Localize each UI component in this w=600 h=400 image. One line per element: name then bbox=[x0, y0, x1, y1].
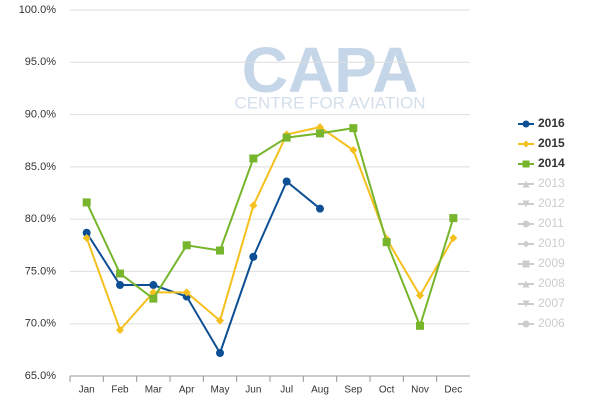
x-tick-label: Nov bbox=[411, 385, 429, 396]
legend-label: 2011 bbox=[538, 216, 564, 230]
point bbox=[316, 129, 324, 138]
y-tick-label: 80.0% bbox=[25, 213, 56, 225]
x-tick-label: May bbox=[211, 385, 230, 396]
point bbox=[316, 204, 324, 213]
point bbox=[82, 233, 91, 242]
legend-label: 2006 bbox=[538, 316, 565, 330]
point bbox=[82, 228, 91, 237]
point bbox=[116, 325, 124, 334]
legend-label: 2010 bbox=[538, 236, 565, 250]
x-tick-label: Oct bbox=[379, 385, 395, 396]
point bbox=[316, 123, 324, 132]
point bbox=[349, 146, 358, 155]
x-tick-label: Aug bbox=[311, 385, 329, 396]
point bbox=[449, 233, 458, 242]
x-tick-label: Jan bbox=[79, 385, 95, 396]
x-tick-label: Apr bbox=[179, 385, 195, 396]
legend-label: 2007 bbox=[538, 296, 565, 310]
point bbox=[182, 241, 191, 250]
legend-marker bbox=[522, 320, 530, 328]
legend-marker bbox=[522, 220, 530, 228]
y-tick-label: 95.0% bbox=[25, 56, 56, 68]
watermark-title: CAPA bbox=[242, 34, 419, 106]
point bbox=[249, 252, 258, 261]
series-line bbox=[85, 127, 455, 329]
watermark-subtitle: CENTRE FOR AVIATION bbox=[234, 93, 425, 112]
legend-label: 2009 bbox=[538, 256, 565, 270]
y-tick-label: 70.0% bbox=[25, 318, 56, 330]
point bbox=[149, 294, 158, 303]
point bbox=[249, 154, 258, 163]
legend-marker bbox=[522, 180, 530, 188]
x-tick-label: Sep bbox=[344, 385, 362, 396]
y-tick-label: 85.0% bbox=[25, 161, 56, 173]
point bbox=[82, 198, 91, 207]
legend-marker bbox=[522, 240, 530, 248]
series-line bbox=[85, 179, 321, 356]
x-tick-label: Feb bbox=[111, 385, 129, 396]
point bbox=[216, 316, 224, 325]
x-tick-label: Jul bbox=[280, 385, 293, 396]
legend-label: 2012 bbox=[538, 196, 565, 210]
y-tick-label: 100.0% bbox=[19, 4, 57, 16]
point bbox=[416, 321, 424, 330]
x-tick-label: Mar bbox=[145, 385, 163, 396]
point bbox=[249, 201, 258, 210]
series-line bbox=[85, 126, 455, 332]
point bbox=[116, 281, 124, 290]
point bbox=[216, 348, 224, 357]
legend-marker bbox=[522, 300, 530, 308]
legend-marker bbox=[522, 280, 530, 288]
point bbox=[382, 238, 391, 247]
legend-marker bbox=[522, 260, 530, 268]
legend-label: 2008 bbox=[538, 276, 565, 290]
y-tick-label: 75.0% bbox=[25, 265, 56, 277]
point bbox=[349, 124, 358, 133]
legend-label: 2016 bbox=[538, 116, 565, 130]
point bbox=[149, 281, 158, 290]
point bbox=[182, 288, 191, 297]
y-tick-label: 90.0% bbox=[25, 108, 56, 120]
legend-label: 2015 bbox=[538, 136, 565, 150]
legend-marker bbox=[522, 120, 530, 128]
x-tick-label: Dec bbox=[444, 385, 462, 396]
point bbox=[282, 133, 291, 142]
y-tick-label: 65.0% bbox=[25, 370, 56, 382]
point bbox=[116, 269, 124, 278]
legend-marker bbox=[522, 140, 530, 148]
point bbox=[216, 246, 224, 255]
point bbox=[416, 291, 424, 300]
legend-marker bbox=[522, 160, 530, 168]
x-tick-label: Jun bbox=[245, 385, 261, 396]
legend-label: 2014 bbox=[538, 156, 565, 170]
legend-marker bbox=[522, 200, 530, 208]
legend-label: 2013 bbox=[538, 176, 565, 190]
point bbox=[449, 214, 458, 223]
point bbox=[282, 177, 291, 186]
